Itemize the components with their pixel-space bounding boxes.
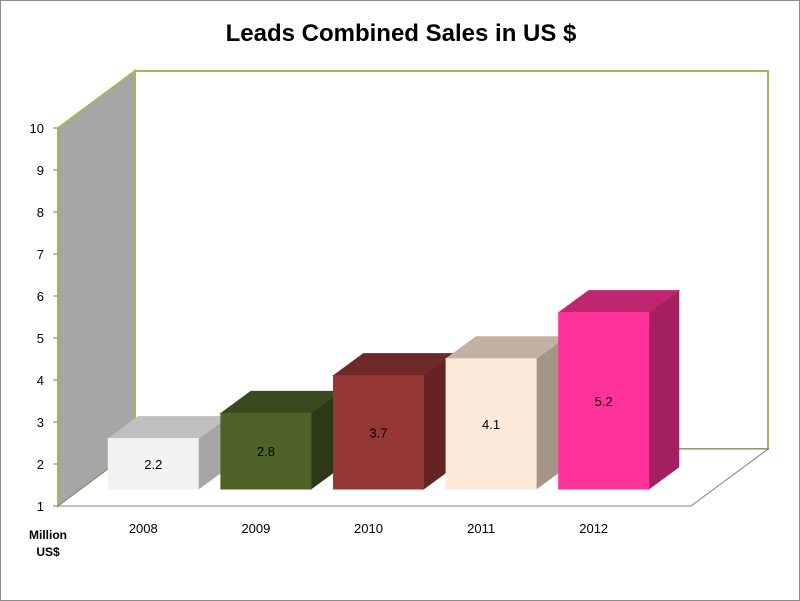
bar	[558, 312, 650, 490]
data-label: 2.2	[144, 457, 162, 472]
bar	[445, 358, 537, 490]
bar	[333, 375, 424, 490]
y-tick-label: 6	[37, 289, 44, 304]
chart-title: Leads Combined Sales in US $	[226, 20, 577, 47]
data-label: 3.7	[369, 425, 387, 440]
y-axis: 1 2 3 4 5 6 7 8 9 10	[30, 121, 58, 514]
x-tick-label: 2010	[354, 521, 383, 536]
y-tick-label: 7	[37, 247, 44, 262]
y-tick-label: 3	[37, 415, 44, 430]
data-label: 4.1	[482, 417, 500, 432]
x-tick-label: 2012	[579, 521, 608, 536]
y-tick-label: 1	[37, 499, 44, 514]
y-tick-label: 5	[37, 331, 44, 346]
y-tick-label: 10	[30, 121, 44, 136]
x-tick-label: 2008	[129, 521, 158, 536]
y-axis-label-line-1: Million	[29, 528, 67, 542]
y-axis-label-line-2: US$	[36, 545, 60, 559]
x-tick-label: 2011	[467, 521, 495, 536]
y-tick-label: 2	[37, 457, 44, 472]
bar	[107, 438, 199, 490]
y-tick-label: 9	[37, 163, 44, 178]
data-label: 5.2	[595, 394, 613, 409]
x-axis: 2008 2009 2010 2011 2012	[129, 521, 608, 536]
bar-series: 2.2 2.8 3.7 4.1 5.2	[106, 289, 681, 490]
bar	[220, 412, 312, 490]
y-tick-label: 8	[37, 205, 44, 220]
x-tick-label: 2009	[241, 521, 270, 536]
data-label: 2.8	[257, 444, 275, 459]
bar-side	[648, 289, 680, 490]
y-tick-label: 4	[37, 373, 44, 388]
